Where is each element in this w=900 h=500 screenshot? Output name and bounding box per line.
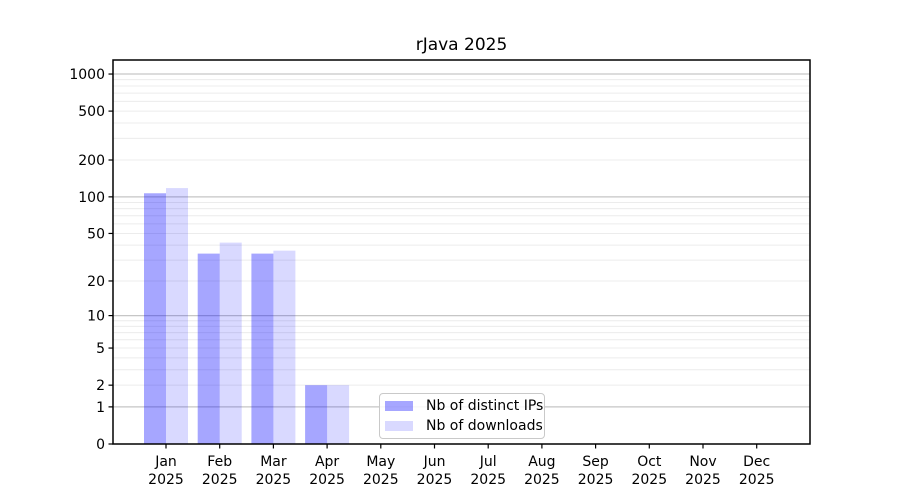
x-tick-label: May 2025: [363, 454, 399, 488]
x-tick-label: Jul 2025: [470, 454, 506, 488]
x-tick-label: Sep 2025: [578, 454, 614, 488]
legend-label-distinct-ips: Nb of distinct IPs: [426, 398, 544, 414]
y-tick-label: 1: [96, 400, 105, 416]
legend-item-downloads: Nb of downloads: [385, 419, 544, 433]
bar-mar-distinct-ips: [251, 253, 274, 444]
x-tick-label: Oct 2025: [631, 454, 667, 488]
bar-apr-distinct-ips: [305, 385, 328, 444]
bar-mar-downloads: [273, 250, 296, 444]
y-tick-label: 50: [87, 226, 105, 242]
y-tick-label: 20: [87, 274, 105, 290]
y-tick-label: 2: [96, 378, 105, 394]
bar-jan-downloads: [166, 188, 188, 444]
legend: Nb of distinct IPs Nb of downloads: [379, 393, 545, 439]
x-tick-label: Apr 2025: [309, 454, 345, 488]
x-tick-label: Jun 2025: [417, 454, 453, 488]
y-tick-label: 1000: [69, 67, 105, 83]
y-tick-label: 500: [78, 104, 105, 120]
chart-title: rJava 2025: [415, 35, 508, 55]
downloads-swatch-icon: [385, 421, 413, 431]
bar-apr-downloads: [327, 385, 350, 444]
y-tick-label: 0: [96, 437, 105, 453]
x-tick-label: Nov 2025: [685, 454, 721, 488]
y-tick-label: 10: [87, 309, 105, 325]
legend-item-distinct-ips: Nb of distinct IPs: [385, 399, 544, 413]
y-tick-label: 100: [78, 190, 105, 206]
x-tick-label: Dec 2025: [739, 454, 775, 488]
bar-feb-distinct-ips: [197, 253, 220, 444]
plot-frame: [112, 59, 811, 445]
legend-label-downloads: Nb of downloads: [426, 418, 543, 434]
bar-feb-downloads: [219, 242, 242, 444]
distinct-ips-swatch-icon: [385, 401, 413, 411]
bar-jan-distinct-ips: [144, 193, 166, 444]
x-tick-label: Aug 2025: [524, 454, 560, 488]
x-tick-label: Feb 2025: [202, 454, 238, 488]
x-tick-label: Jan 2025: [148, 454, 184, 488]
y-tick-label: 200: [78, 153, 105, 169]
x-tick-label: Mar 2025: [256, 454, 292, 488]
y-tick-label: 5: [96, 341, 105, 357]
